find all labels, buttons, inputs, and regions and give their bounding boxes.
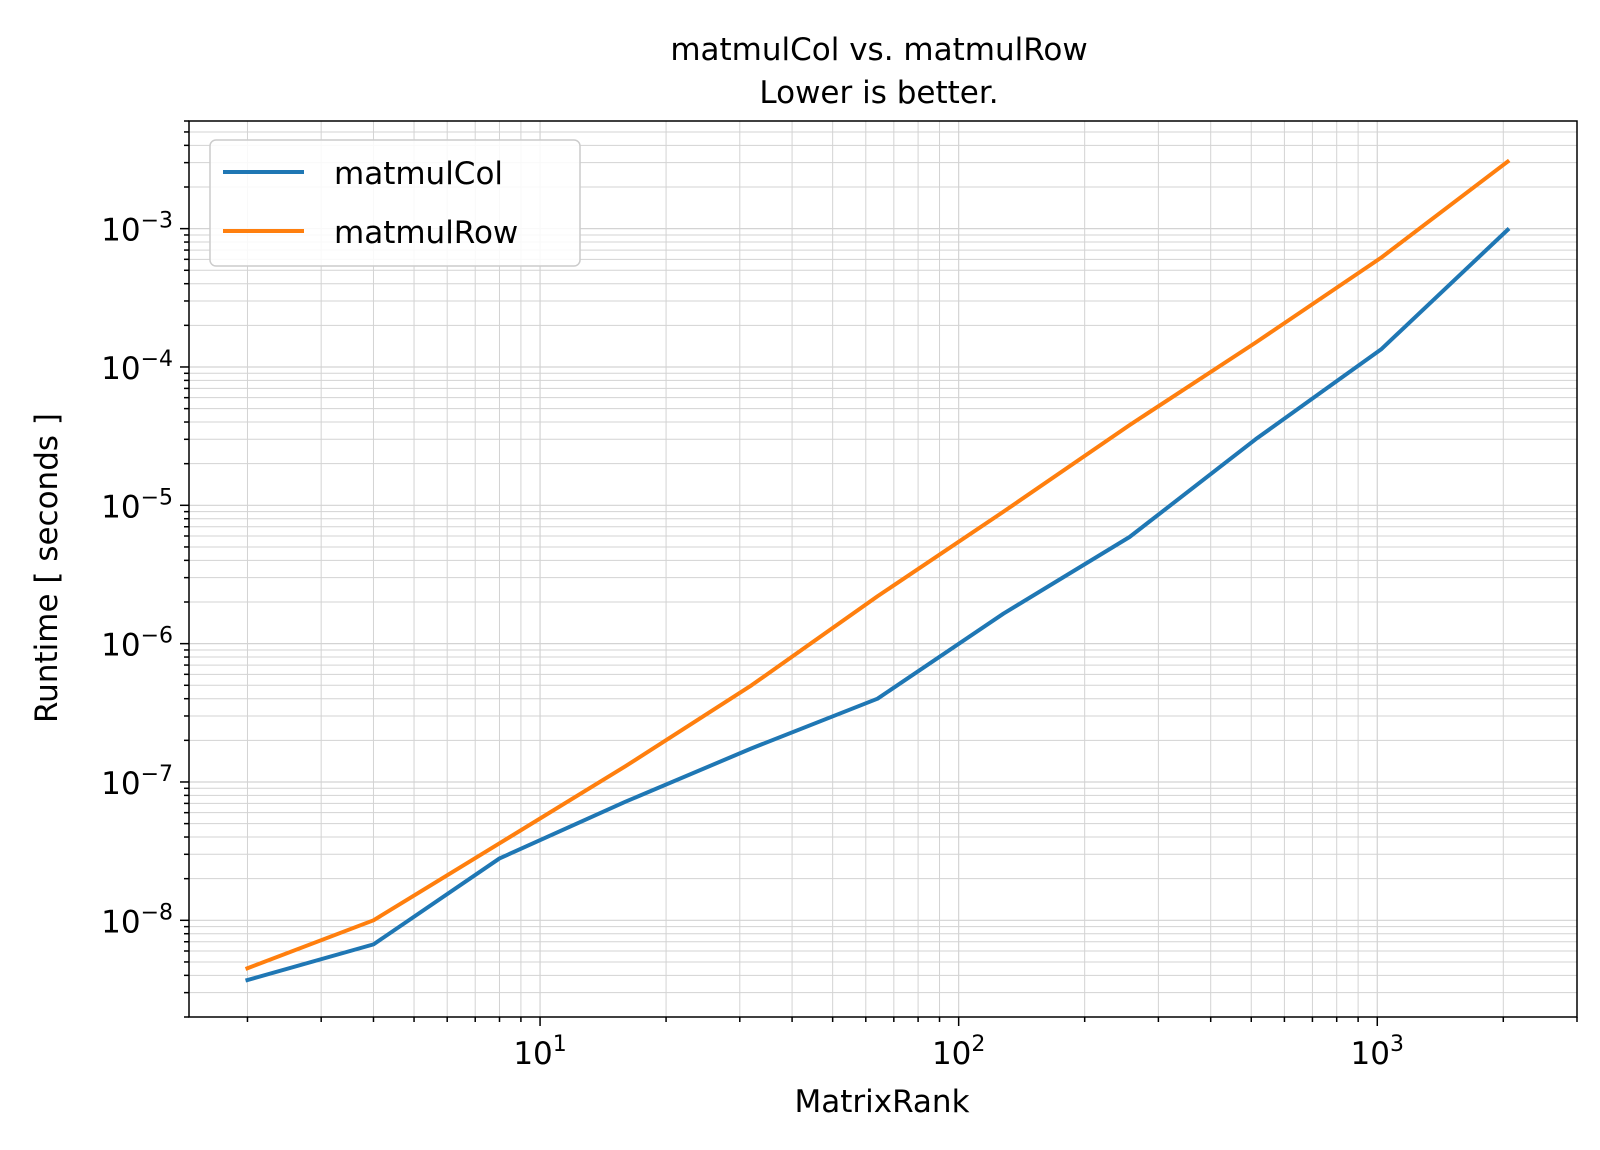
axis-ticks [180, 120, 1578, 1026]
series-lines [244, 158, 1511, 983]
tick-labels: 101 102 103 10−8 10−7 10−6 10−5 10−4 10−3 [101, 209, 1404, 1072]
y-tick-label: 10−3 [101, 209, 173, 249]
y-axis-label: Runtime [ seconds ] [29, 413, 65, 723]
x-tick-label: 103 [1351, 1032, 1404, 1072]
y-tick-label: 10−7 [101, 762, 173, 802]
y-tick-label: 10−5 [101, 485, 173, 525]
grid [189, 120, 1578, 1018]
chart-title: matmulCol vs. matmulRow [670, 32, 1087, 68]
x-tick-label: 101 [513, 1032, 566, 1072]
plot-area-frame [188, 120, 1578, 1018]
y-tick-label: 10−4 [101, 347, 173, 387]
y-tick-label: 10−8 [101, 900, 173, 940]
x-tick-label: 102 [932, 1032, 985, 1072]
series-line-matmulrow [244, 158, 1511, 971]
legend: matmulCol matmulRow [209, 139, 581, 267]
y-tick-label: 10−6 [101, 624, 173, 664]
chart-subtitle: Lower is better. [759, 75, 998, 111]
series-line-matmulcol [244, 227, 1511, 983]
x-axis-label: MatrixRank [794, 1084, 969, 1120]
legend-label-matmulrow: matmulRow [334, 215, 518, 251]
legend-label-matmulcol: matmulCol [334, 156, 503, 192]
